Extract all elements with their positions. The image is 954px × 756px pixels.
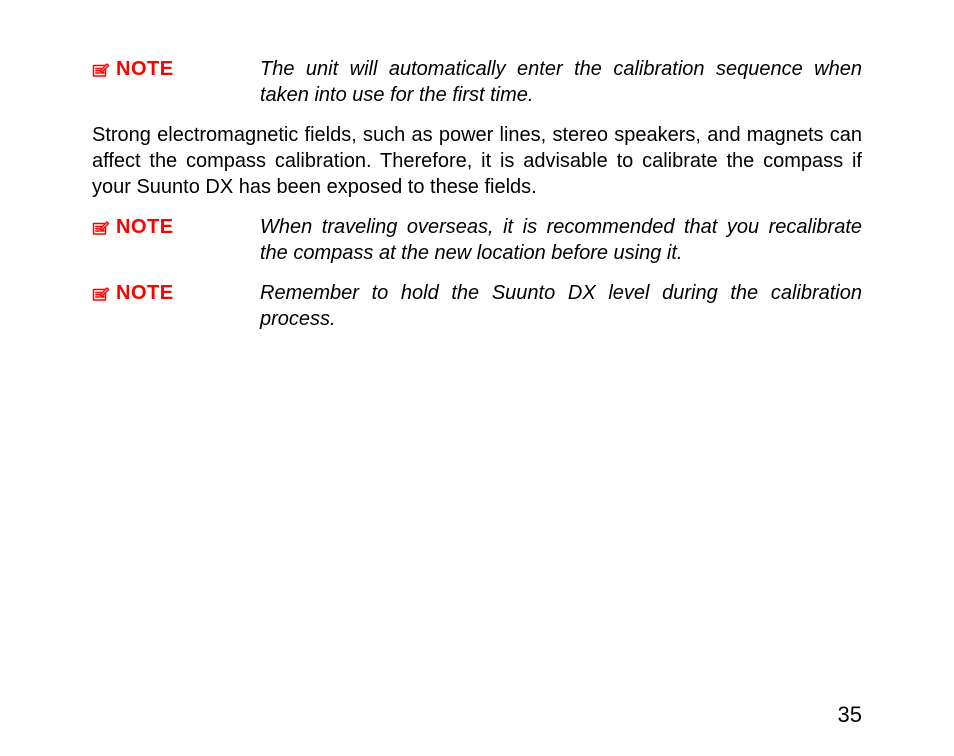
page-number: 35: [838, 702, 862, 728]
note-row: NOTE The unit will automatically enter t…: [92, 56, 862, 108]
note-label-text: NOTE: [116, 216, 174, 239]
note-body-text: The unit will automatically enter the ca…: [260, 56, 862, 108]
note-label: NOTE: [92, 280, 260, 305]
note-body-text: When traveling overseas, it is recommend…: [260, 214, 862, 266]
note-row: NOTE When traveling overseas, it is reco…: [92, 214, 862, 266]
note-pencil-icon: [92, 61, 110, 79]
note-label-text: NOTE: [116, 282, 174, 305]
note-pencil-icon: [92, 285, 110, 303]
note-label: NOTE: [92, 214, 260, 239]
note-label: NOTE: [92, 56, 260, 81]
note-pencil-icon: [92, 219, 110, 237]
note-label-text: NOTE: [116, 58, 174, 81]
manual-page: NOTE The unit will automatically enter t…: [0, 0, 954, 756]
note-body-text: Remember to hold the Suunto DX level dur…: [260, 280, 862, 332]
note-row: NOTE Remember to hold the Suunto DX leve…: [92, 280, 862, 332]
body-paragraph: Strong electromagnetic fields, such as p…: [92, 122, 862, 200]
